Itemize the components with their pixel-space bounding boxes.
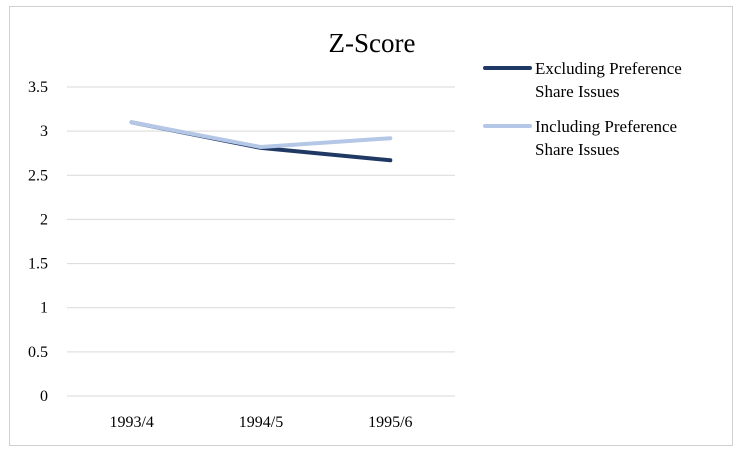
series-lines <box>129 120 393 163</box>
legend-label: Share Issues <box>535 140 620 159</box>
chart-frame <box>9 6 733 446</box>
x-tick-label: 1994/5 <box>239 414 283 431</box>
y-tick-label: 0.5 <box>28 344 48 361</box>
x-tick-label: 1993/4 <box>109 414 153 431</box>
x-tick-label: 1995/6 <box>368 414 412 431</box>
legend-entry-including: Including Preference Share Issues <box>483 117 677 159</box>
x-axis-tick-labels: 1993/4 1994/5 1995/6 <box>109 414 412 431</box>
series-line-including-preference <box>129 120 393 150</box>
legend-label: Excluding Preference <box>535 59 682 78</box>
y-tick-label: 3.5 <box>28 79 48 96</box>
gridlines <box>67 86 455 397</box>
y-tick-label: 0 <box>40 388 48 405</box>
legend-entry-excluding: Excluding Preference Share Issues <box>483 59 682 101</box>
chart-title: Z-Score <box>329 28 416 58</box>
y-tick-label: 2 <box>40 211 48 228</box>
y-tick-label: 1.5 <box>28 256 48 273</box>
legend-label: Including Preference <box>535 117 677 136</box>
y-tick-label: 1 <box>40 300 48 317</box>
y-axis-tick-labels: 0 0.5 1 1.5 2 2.5 3 3.5 <box>28 79 48 405</box>
legend-label: Share Issues <box>535 82 620 101</box>
y-tick-label: 3 <box>40 123 48 140</box>
y-tick-label: 2.5 <box>28 167 48 184</box>
